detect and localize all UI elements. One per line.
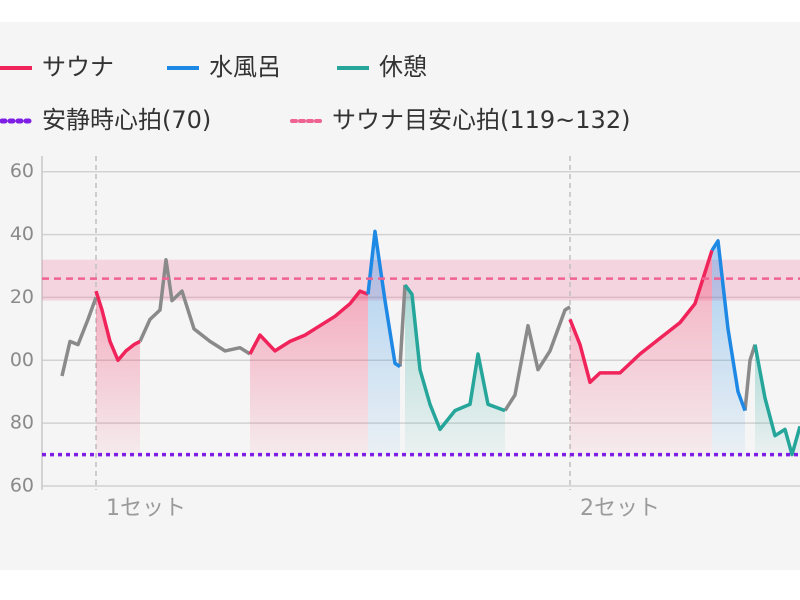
legend-label: 安静時心拍(70)	[42, 106, 211, 134]
area	[250, 291, 368, 455]
y-tick-label: 100	[0, 349, 34, 371]
y-tick-label: 160	[0, 160, 34, 182]
area	[405, 284, 505, 455]
area	[368, 231, 400, 455]
area	[755, 344, 800, 455]
y-tick-label: 120	[0, 286, 34, 308]
area	[570, 250, 712, 455]
y-tick-label: 80	[10, 412, 34, 434]
line	[60, 257, 757, 412]
legend-label: サウナ目安心拍(119~132)	[332, 106, 630, 134]
legend-label: 水風呂	[209, 53, 281, 81]
area	[712, 240, 745, 455]
set-label: 2セット	[580, 496, 660, 521]
line	[366, 229, 747, 412]
y-tick-label: 140	[0, 223, 34, 245]
line	[94, 249, 714, 385]
set-label: 1セット	[106, 496, 186, 521]
y-tick-label: 60	[10, 475, 34, 497]
line	[403, 283, 800, 457]
legend-label: 休憩	[379, 53, 427, 81]
chart-background	[0, 22, 800, 570]
legend-label: サウナ	[42, 53, 114, 81]
target-band	[42, 259, 800, 301]
